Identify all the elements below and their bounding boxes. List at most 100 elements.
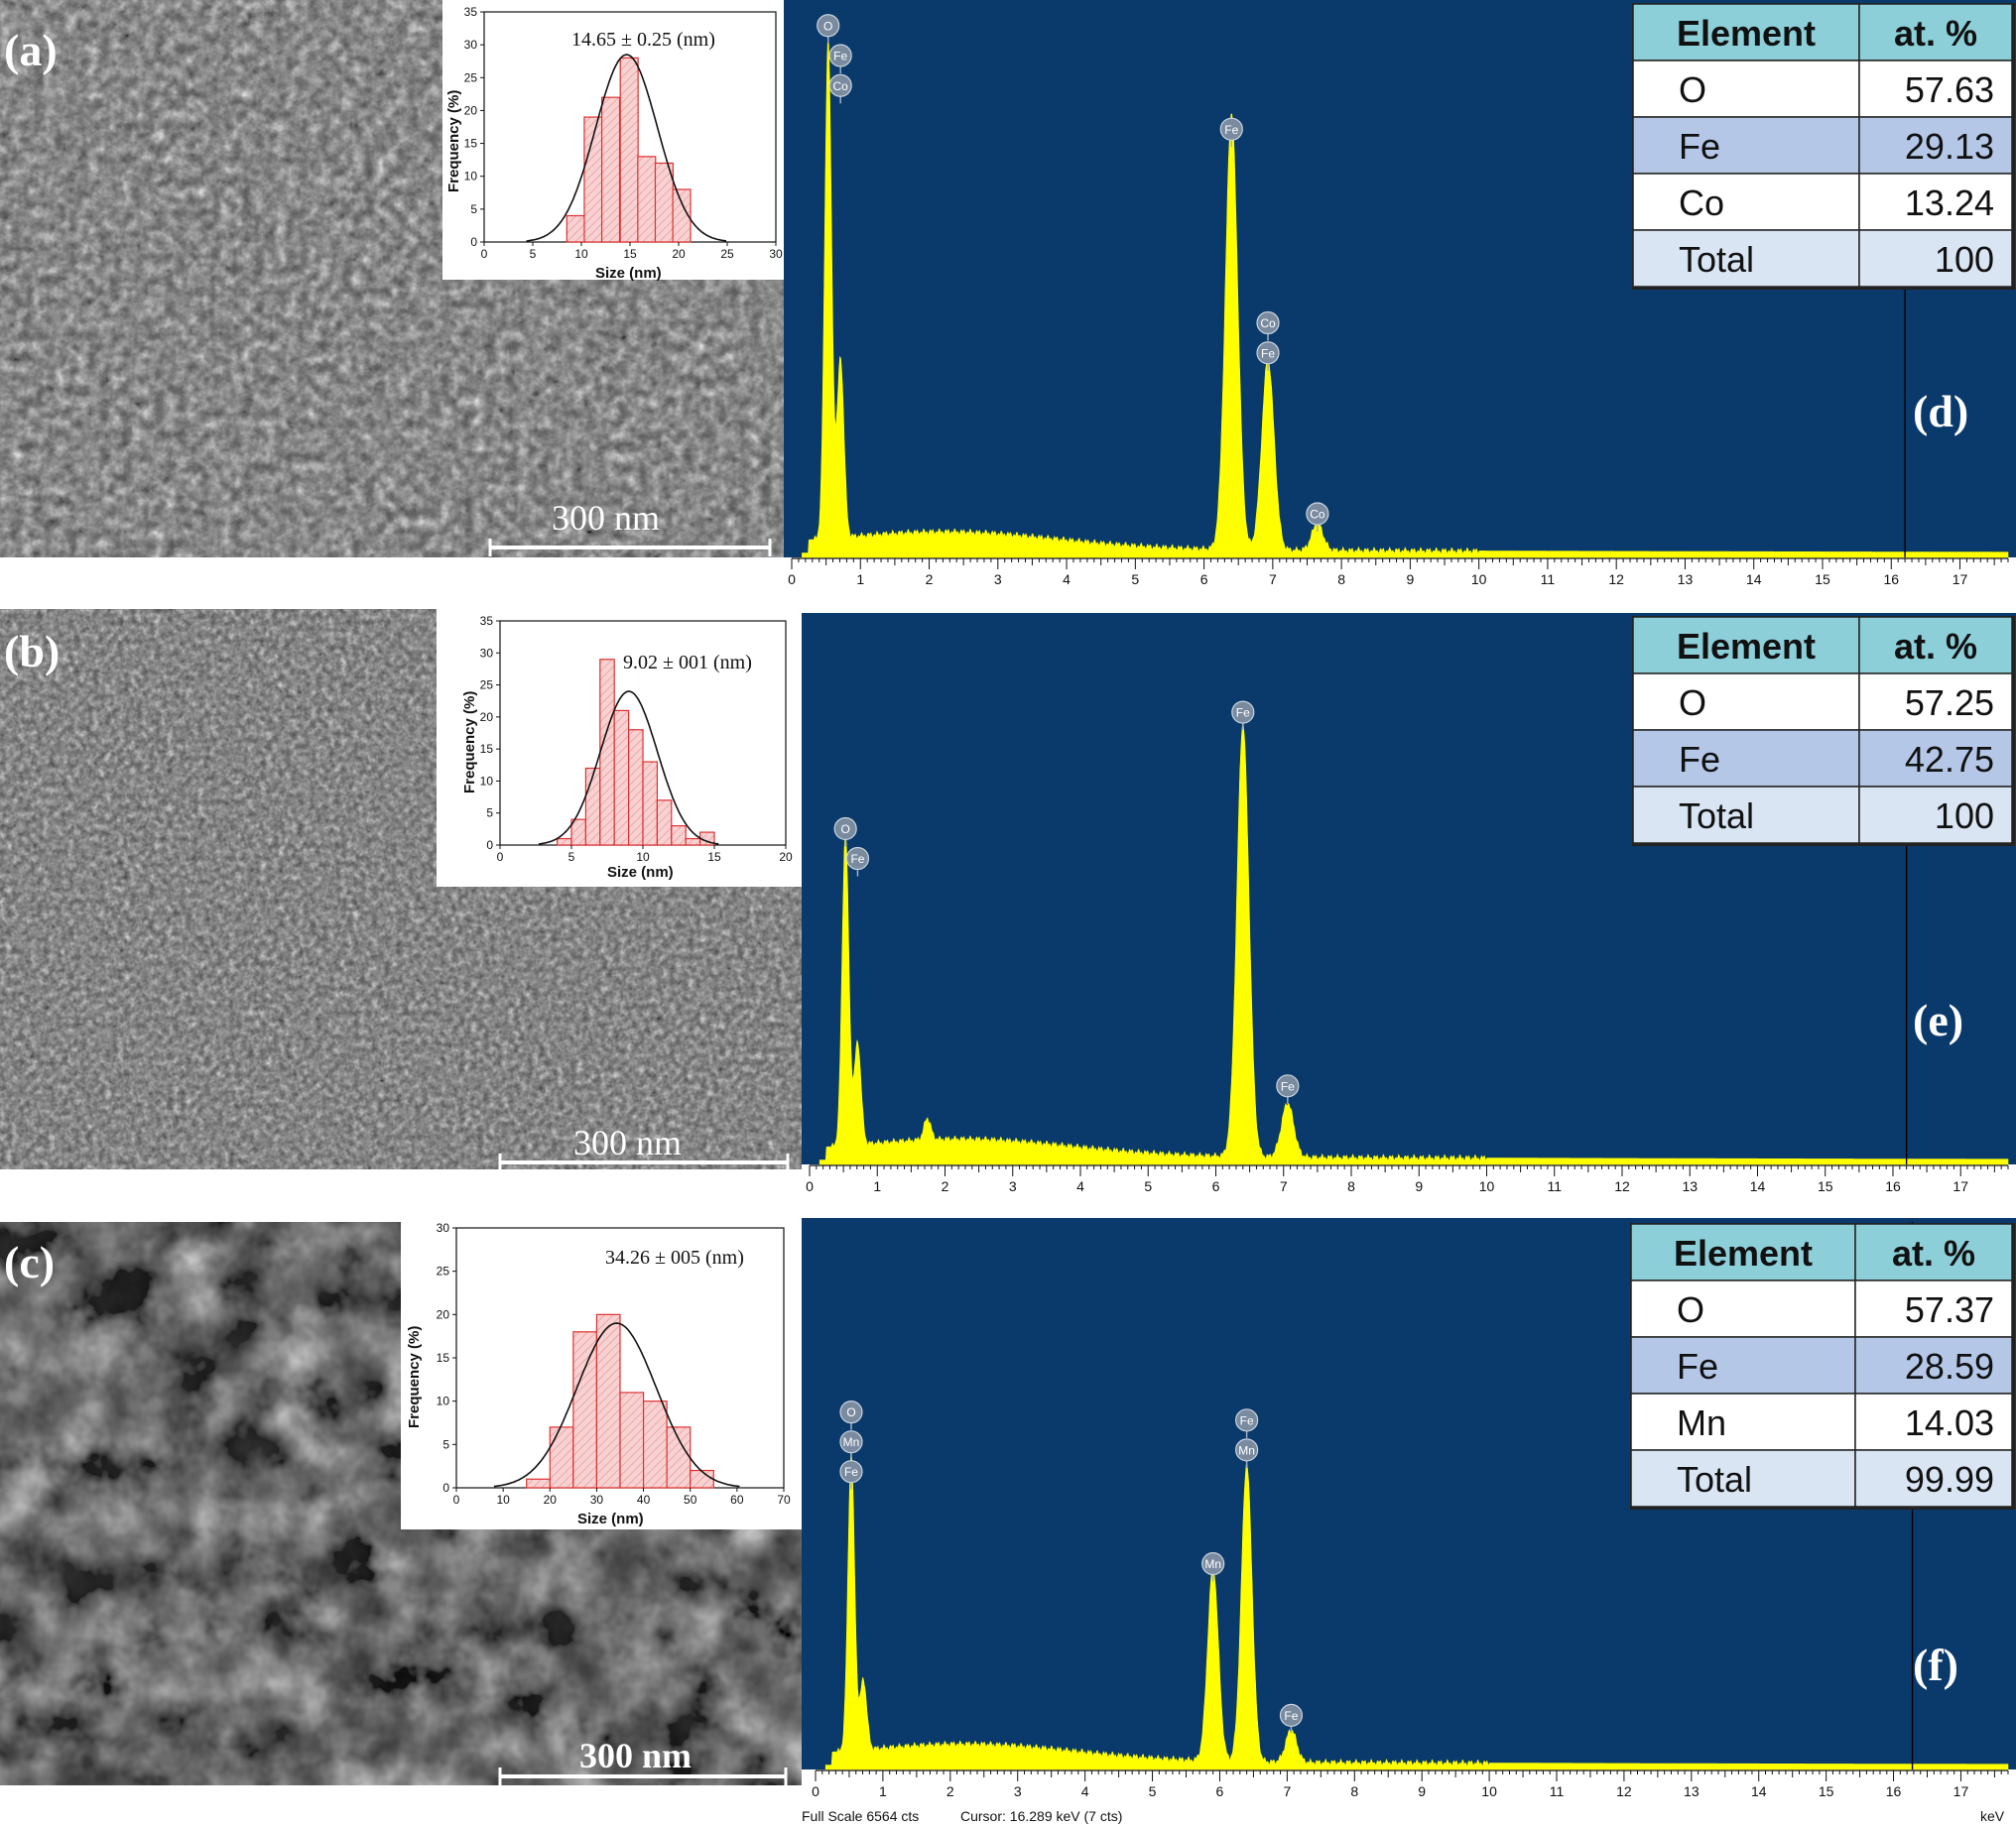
table-cell-value: 13.24 [1905, 183, 1994, 223]
eds-x-tick-label: 13 [1678, 571, 1694, 587]
table-row: O 57.63 [1632, 60, 2013, 118]
table-row: Fe 42.75 [1632, 729, 2013, 788]
histogram-bar [671, 825, 687, 846]
peak-label-o[interactable]: O [833, 816, 857, 847]
peak-label-fe[interactable]: Fe [828, 44, 852, 73]
eds-spectrum-area [819, 723, 2009, 1165]
histogram-x-tick-label: 20 [779, 850, 793, 864]
eds-x-tick-label: 14 [1750, 1178, 1766, 1194]
peak-label-fe[interactable]: Fe [1231, 700, 1255, 731]
histogram-x-tick-label: 10 [574, 247, 588, 261]
table-cell-element: Total [1679, 795, 1754, 836]
eds-x-tick-label: 9 [1415, 1178, 1423, 1194]
svg-text:O: O [840, 822, 849, 836]
histogram-bar [584, 767, 601, 846]
histogram-bar [656, 799, 673, 846]
svg-text:Fe: Fe [844, 1465, 858, 1479]
table-cell-element: O [1679, 682, 1706, 723]
eds-x-tick-label: 1 [879, 1783, 887, 1799]
eds-x-tick-label: 17 [1953, 571, 1968, 587]
eds-x-tick-label: 2 [946, 1783, 954, 1799]
eds-x-tick-label: 10 [1471, 571, 1487, 587]
histogram-y-tick-label: 35 [464, 5, 478, 19]
histogram-y-tick-label: 15 [480, 742, 494, 756]
histogram-y-tick-label: 30 [437, 1221, 450, 1235]
eds-x-tick-label: 11 [1550, 1783, 1565, 1799]
eds-spectrum-area [802, 37, 2009, 558]
peak-label-mn[interactable]: Mn [1235, 1438, 1259, 1468]
histogram-x-tick-label: 5 [530, 247, 537, 261]
histogram-x-tick-label: 30 [590, 1493, 604, 1507]
eds-x-tick-label: 4 [1076, 1178, 1084, 1194]
eds-x-tick-label: 12 [1608, 571, 1624, 587]
scale-bar-b: 300 nm [498, 1123, 790, 1170]
histogram-y-tick-label: 25 [464, 70, 478, 84]
svg-text:Co: Co [1260, 316, 1276, 330]
histogram-x-tick-label: 10 [496, 1493, 510, 1507]
eds-x-tick-label: 7 [1280, 1178, 1288, 1194]
eds-x-tick-label: 3 [994, 571, 1002, 587]
peak-label-fe[interactable]: Fe [845, 846, 870, 877]
peak-label-fe[interactable]: Fe [1279, 1703, 1304, 1734]
table-cell-value: 100 [1935, 239, 1994, 280]
histogram-bar [627, 729, 644, 846]
eds-x-tick-label: 15 [1815, 571, 1830, 587]
histogram-x-tick-label: 60 [730, 1493, 744, 1507]
peak-label-mn[interactable]: Mn [1201, 1551, 1225, 1582]
eds-x-tick-label: 14 [1751, 1783, 1767, 1799]
histogram-bar [566, 214, 585, 243]
histogram-x-tick-label: 15 [707, 850, 721, 864]
histogram-x-tick-label: 50 [684, 1493, 697, 1507]
table-cell-element: Total [1679, 239, 1754, 280]
histogram-a: 14.65 ± 0.25 (nm) Size (nm) Frequency (%… [442, 0, 784, 282]
histogram-y-tick-label: 25 [437, 1265, 450, 1279]
histogram-bar [549, 1426, 574, 1489]
peak-label-o[interactable]: O [817, 14, 840, 44]
svg-text:Fe: Fe [1224, 123, 1238, 137]
peak-label-fe[interactable]: Fe [839, 1460, 863, 1490]
peak-label-fe[interactable]: Fe [1256, 341, 1280, 371]
histogram-y-tick-label: 10 [437, 1395, 450, 1408]
table-cell-element: Co [1679, 183, 1724, 223]
histogram-a-annotation: 14.65 ± 0.25 (nm) [571, 29, 715, 51]
eds-x-tick-label: 10 [1481, 1783, 1497, 1799]
histogram-c: 34.26 ± 005 (nm) Size (nm) Frequency (%)… [401, 1221, 802, 1529]
eds-x-tick-label: 5 [1144, 1178, 1152, 1194]
peak-label-fe[interactable]: Fe [1219, 117, 1243, 148]
peak-label-co[interactable]: Co [1306, 502, 1329, 532]
eds-x-tick-label: 11 [1547, 1178, 1562, 1194]
histogram-bar [556, 837, 572, 846]
table-cell-value: 28.59 [1905, 1346, 1994, 1387]
eds-x-tick-label: 9 [1418, 1783, 1426, 1799]
histogram-y-tick-label: 25 [480, 678, 494, 692]
peak-label-o[interactable]: O [839, 1401, 863, 1430]
histogram-c-xlabel: Size (nm) [577, 1511, 644, 1527]
histogram-y-tick-label: 10 [464, 170, 478, 183]
table-cell-value: 42.75 [1905, 739, 1994, 780]
histogram-bar [619, 1392, 645, 1489]
eds-x-tick-label: 2 [926, 571, 934, 587]
table-header-row: Element at. % [1632, 616, 2013, 674]
element-table-d: Element at. % O 57.63 Fe 29.13 Co 13.24 Total 100 [1632, 3, 2015, 290]
peak-label-fe[interactable]: Fe [1276, 1074, 1300, 1104]
svg-text:Fe: Fe [833, 50, 847, 63]
peak-label-co[interactable]: Co [1256, 310, 1280, 341]
eds-x-tick-label: 7 [1269, 571, 1277, 587]
eds-x-tick-label: 4 [1081, 1783, 1089, 1799]
peak-label-mn[interactable]: Mn [839, 1430, 863, 1460]
peak-label-co[interactable]: Co [828, 73, 852, 104]
eds-x-tick-label: 1 [873, 1178, 881, 1194]
eds-x-tick-label: 17 [1953, 1783, 1969, 1799]
eds-x-tick-label: 16 [1883, 571, 1899, 587]
eds-label-f: (f) [1913, 1640, 1958, 1690]
histogram-y-tick-label: 30 [464, 38, 478, 52]
histogram-y-tick-label: 10 [480, 774, 494, 788]
histogram-x-tick-label: 10 [636, 850, 650, 864]
histogram-bar [690, 1469, 714, 1489]
table-cell-element: Fe [1679, 126, 1720, 167]
peak-label-fe[interactable]: Fe [1235, 1408, 1259, 1438]
histogram-fit-curve [493, 1322, 740, 1488]
histogram-b-annotation: 9.02 ± 001 (nm) [623, 652, 752, 673]
eds-x-tick-label: 3 [1014, 1783, 1022, 1799]
eds-x-tick-label: 7 [1283, 1783, 1291, 1799]
